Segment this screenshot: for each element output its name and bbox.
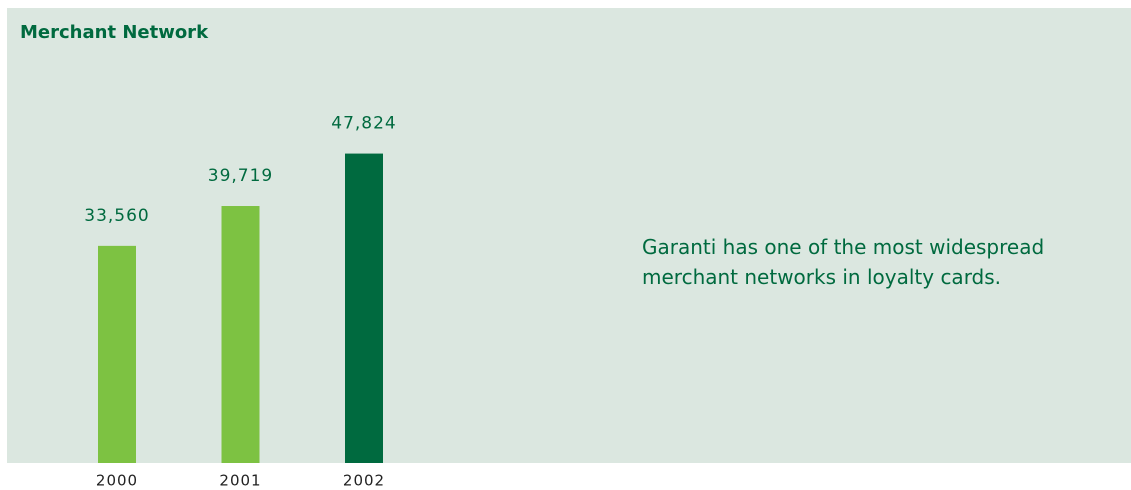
bar xyxy=(98,245,136,463)
bar xyxy=(221,206,260,463)
x-tick-label: 2001 xyxy=(219,472,261,490)
value-label: 39,719 xyxy=(208,166,273,186)
bar xyxy=(345,153,383,463)
panel xyxy=(7,8,1131,463)
annotation: Garanti has one of the most widespread m… xyxy=(642,235,1045,289)
x-tick-label: 2002 xyxy=(343,472,385,490)
chart-title: Merchant Network xyxy=(20,22,209,43)
value-label: 47,824 xyxy=(331,114,396,134)
value-label: 33,560 xyxy=(84,206,149,226)
x-tick-label: 2000 xyxy=(96,472,138,490)
